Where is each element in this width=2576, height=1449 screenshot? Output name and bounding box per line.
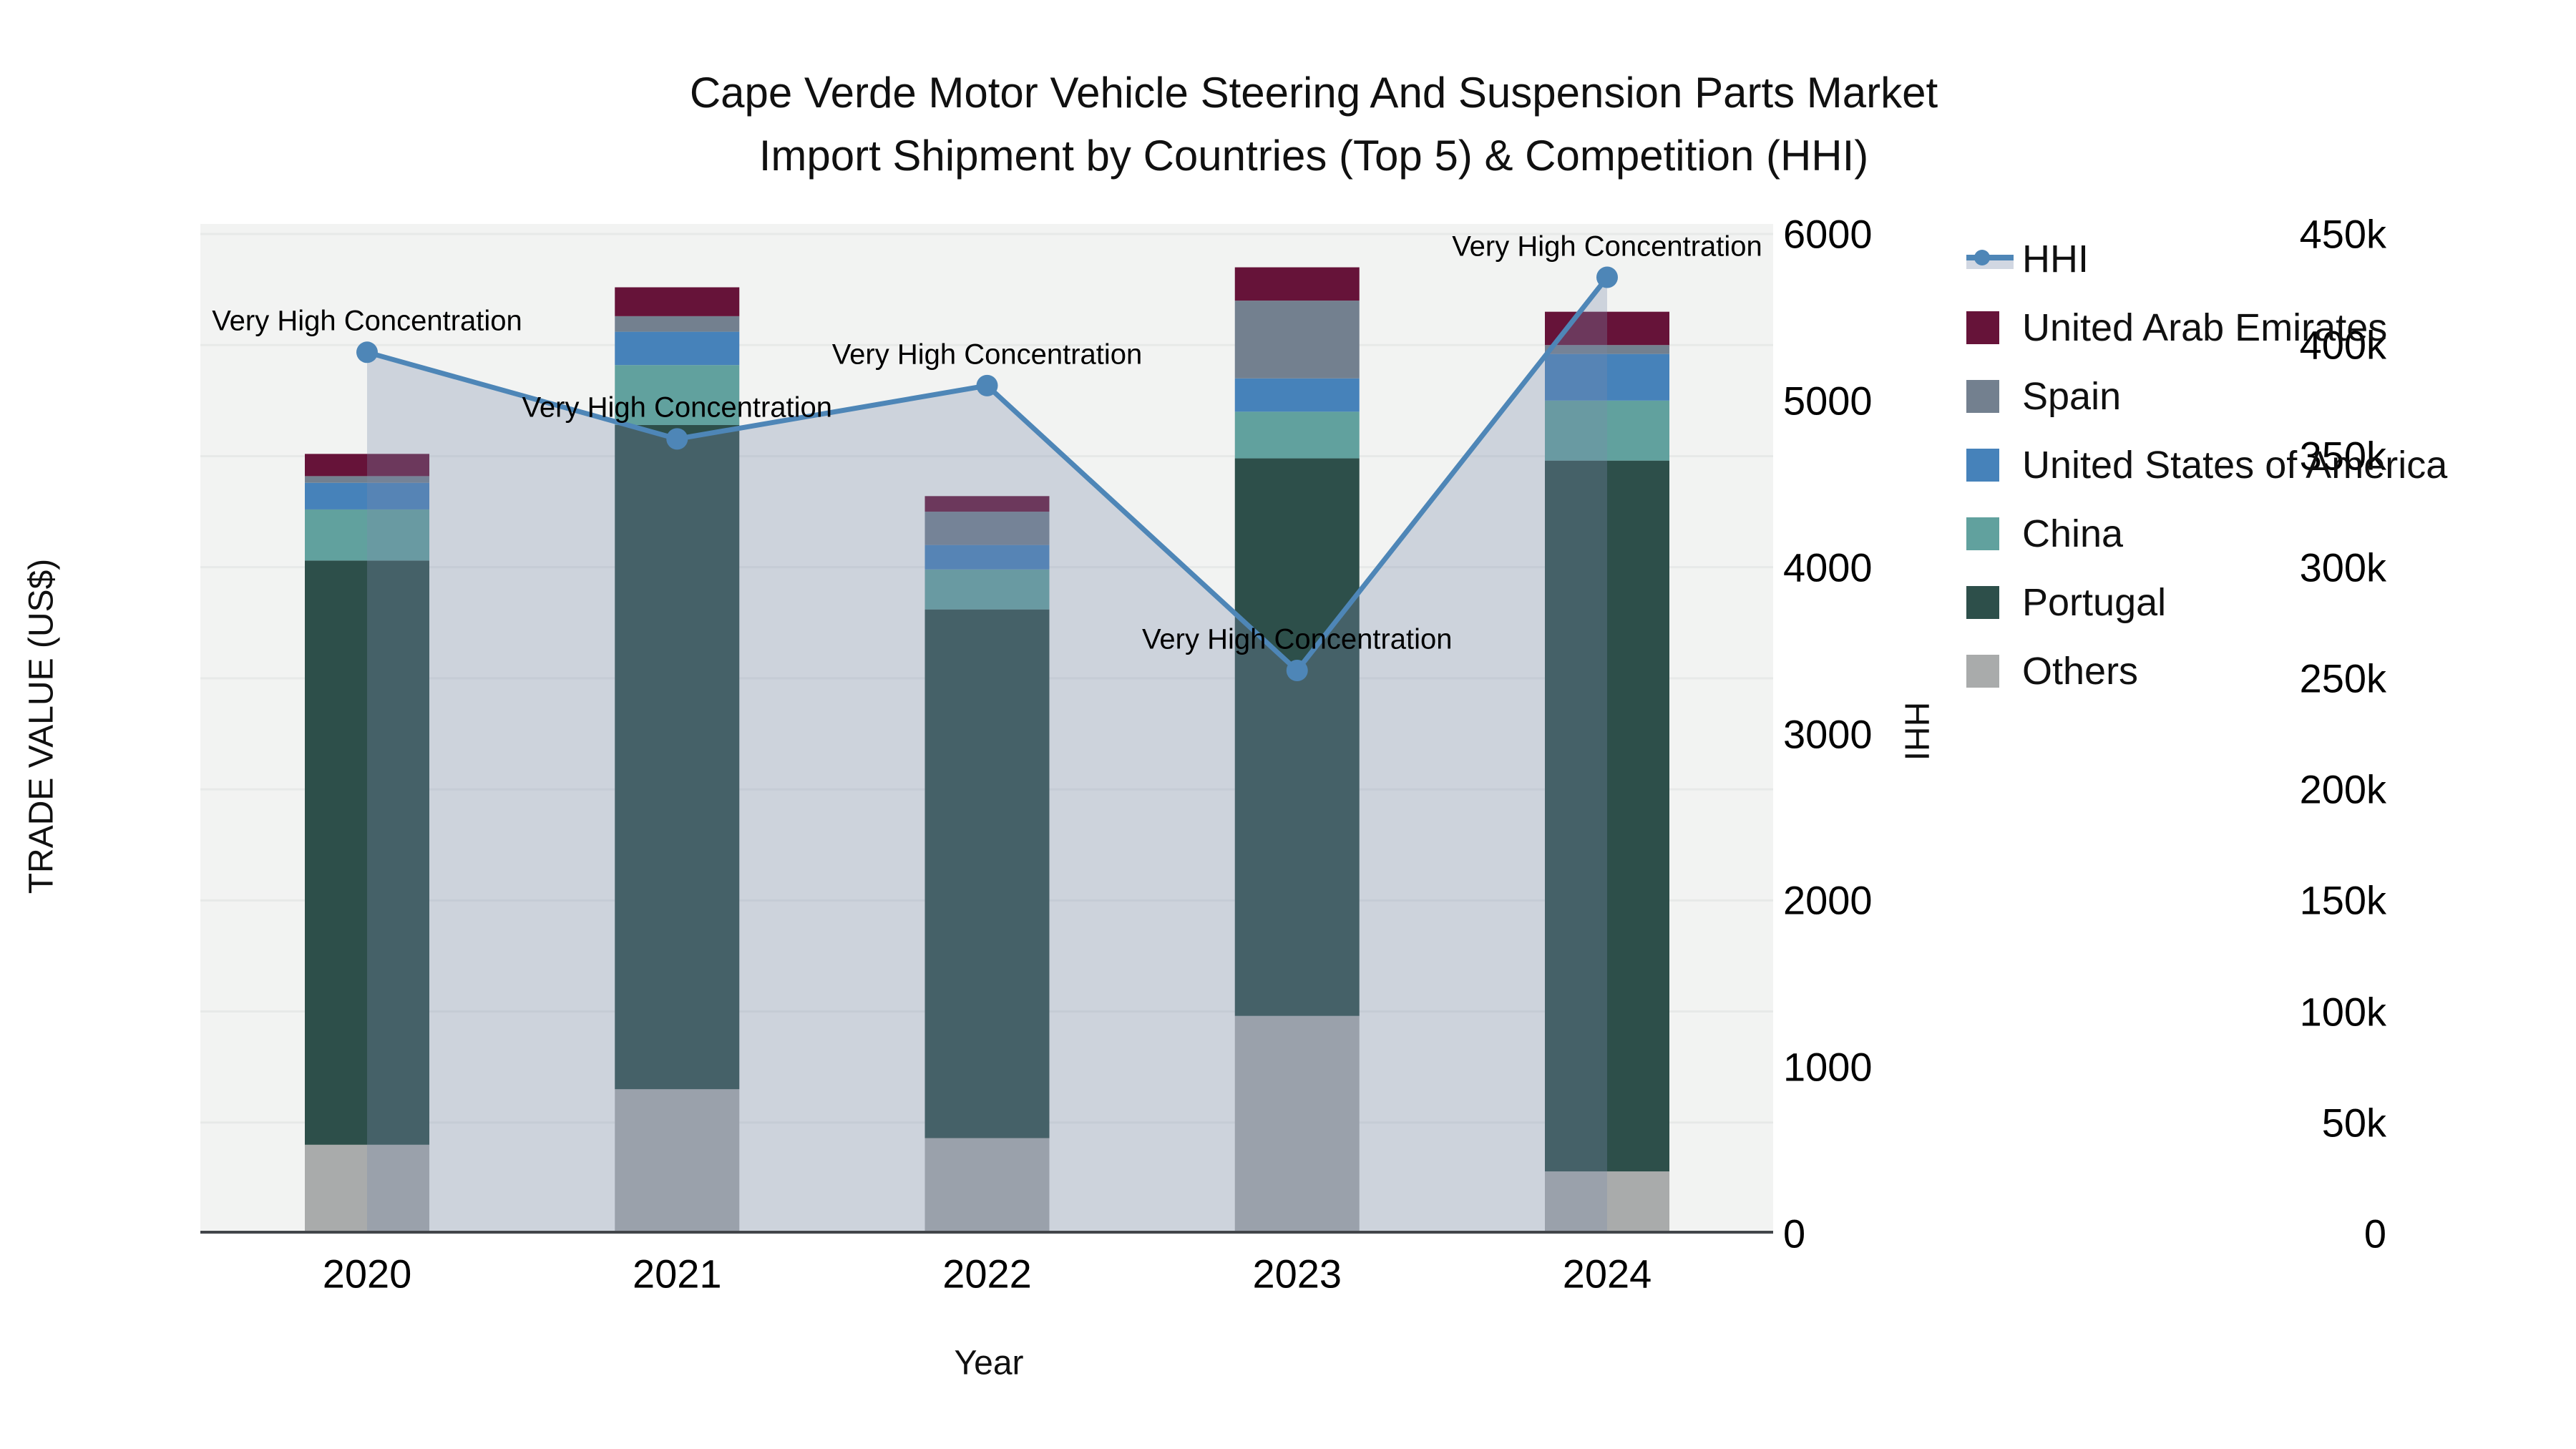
y-left-tick-250k: 250k	[2299, 655, 2386, 701]
legend-item-others[interactable]: Others	[1966, 648, 2447, 693]
x-axis-title: Year	[954, 1344, 1024, 1382]
legend-item-label: Portugal	[2022, 580, 2167, 624]
y-left-tick-100k: 100k	[2299, 989, 2386, 1035]
y-axis-title-left: TRADE VALUE (US$)	[22, 558, 61, 894]
y-left-tick-200k: 200k	[2299, 766, 2386, 812]
bar-segment-spain-2022[interactable]	[924, 512, 1050, 545]
bar-segment-united-states-of-america-2022[interactable]	[924, 545, 1050, 570]
annotation-2022: Very High Concentration	[831, 338, 1143, 371]
y-right-tick-5000: 5000	[1783, 378, 1873, 424]
bar-segment-china-2020[interactable]	[305, 509, 429, 561]
bar-segment-united-states-of-america-2021[interactable]	[615, 331, 740, 366]
y-left-tick-400k: 400k	[2299, 322, 2386, 368]
legend-item-label: China	[2022, 512, 2124, 555]
y-left-tick-150k: 150k	[2299, 877, 2386, 923]
bar-segment-spain-2020[interactable]	[305, 476, 429, 483]
bar-segment-others-2022[interactable]	[924, 1138, 1050, 1234]
y-right-tick-0: 0	[1783, 1211, 1806, 1257]
bar-segment-china-2021[interactable]	[615, 365, 740, 425]
bar-segment-china-2023[interactable]	[1234, 411, 1360, 459]
hhi-marker-2022[interactable]	[976, 374, 998, 396]
plot-area	[200, 224, 1773, 1234]
legend-swatch-icon	[1966, 654, 1999, 688]
annotation-2024: Very High Concentration	[1452, 230, 1762, 263]
chart-title-line1: Cape Verde Motor Vehicle Steering And Su…	[689, 69, 1938, 117]
bar-segment-united-states-of-america-2020[interactable]	[305, 482, 429, 509]
x-tick-2022: 2022	[942, 1251, 1032, 1297]
y-right-tick-3000: 3000	[1783, 711, 1873, 756]
x-tick-2023: 2023	[1252, 1251, 1342, 1297]
bar-segment-others-2023[interactable]	[1234, 1015, 1360, 1234]
legend-swatch-icon	[1966, 585, 1999, 619]
bar-segment-others-2021[interactable]	[615, 1089, 740, 1234]
bar-segment-others-2020[interactable]	[305, 1144, 429, 1234]
annotation-2021: Very High Concentration	[522, 391, 833, 424]
y-left-tick-0: 0	[2363, 1211, 2386, 1257]
x-tick-2024: 2024	[1562, 1251, 1652, 1297]
legend-item-label: HHI	[2022, 237, 2089, 280]
chart-title: Cape Verde Motor Vehicle Steering And Su…	[690, 62, 1938, 187]
hhi-marker-2020[interactable]	[356, 341, 378, 364]
y-right-tick-2000: 2000	[1783, 877, 1873, 923]
hhi-line-sample-icon	[1966, 250, 2014, 269]
bar-segment-united-arab-emirates-2023[interactable]	[1234, 267, 1360, 301]
bar-segment-portugal-2022[interactable]	[924, 609, 1050, 1138]
y-left-tick-450k: 450k	[2299, 211, 2386, 257]
bar-segment-portugal-2021[interactable]	[615, 424, 740, 1090]
legend-item-label: Spain	[2022, 374, 2122, 418]
legend-item-label: United States of America	[2022, 443, 2448, 487]
y-right-tick-1000: 1000	[1783, 1044, 1873, 1090]
legend-item-spain[interactable]: Spain	[1966, 374, 2447, 419]
bar-segment-united-states-of-america-2023[interactable]	[1234, 378, 1360, 412]
annotation-2020: Very High Concentration	[212, 305, 522, 337]
legend-item-china[interactable]: China	[1966, 511, 2447, 556]
hhi-marker-2024[interactable]	[1596, 266, 1618, 288]
bar-segment-china-2022[interactable]	[924, 569, 1050, 610]
bar-segment-united-states-of-america-2024[interactable]	[1545, 353, 1669, 401]
hhi-area-fill	[367, 277, 1607, 1234]
y-right-tick-4000: 4000	[1783, 545, 1873, 590]
legend-swatch-icon	[1966, 311, 1999, 344]
x-axis-line	[200, 1231, 1773, 1234]
legend-item-label: United Arab Emirates	[2022, 306, 2388, 349]
bar-segment-spain-2024[interactable]	[1545, 345, 1669, 354]
legend-swatch-icon	[1966, 517, 1999, 550]
bar-segment-portugal-2023[interactable]	[1234, 458, 1360, 1016]
legend-item-portugal[interactable]: Portugal	[1966, 580, 2447, 625]
chart-title-line2: Import Shipment by Countries (Top 5) & C…	[758, 132, 1869, 180]
y-left-tick-300k: 300k	[2299, 545, 2386, 590]
legend-swatch-icon	[1966, 379, 1999, 413]
bar-segment-portugal-2020[interactable]	[305, 560, 429, 1145]
annotation-2023: Very High Concentration	[1141, 623, 1453, 655]
legend-item-label: Others	[2022, 649, 2139, 693]
y-left-tick-50k: 50k	[2321, 1100, 2386, 1146]
x-tick-2021: 2021	[632, 1251, 722, 1297]
bar-segment-united-arab-emirates-2020[interactable]	[305, 454, 429, 477]
y-axis-title-right: HHI	[1897, 701, 1936, 761]
bar-segment-united-arab-emirates-2021[interactable]	[615, 287, 740, 316]
bar-segment-others-2024[interactable]	[1545, 1171, 1669, 1234]
y-right-tick-6000: 6000	[1783, 211, 1873, 257]
legend: HHI United Arab Emirates Spain United State…	[1966, 236, 2447, 693]
bar-segment-spain-2021[interactable]	[615, 316, 740, 332]
bar-segment-united-arab-emirates-2022[interactable]	[924, 496, 1050, 512]
bar-segment-spain-2023[interactable]	[1234, 301, 1360, 379]
legend-item-united-arab-emirates[interactable]: United Arab Emirates	[1966, 305, 2447, 350]
bar-segment-china-2024[interactable]	[1545, 400, 1669, 461]
legend-item-united-states-of-america[interactable]: United States of America	[1966, 442, 2447, 487]
hhi-marker-2021[interactable]	[666, 428, 688, 450]
y-left-tick-350k: 350k	[2299, 433, 2386, 479]
bar-segment-portugal-2024[interactable]	[1545, 460, 1669, 1172]
legend-swatch-icon	[1966, 448, 1999, 482]
x-tick-2020: 2020	[322, 1251, 412, 1297]
hhi-marker-2023[interactable]	[1286, 660, 1308, 682]
legend-item-hhi[interactable]: HHI	[1966, 236, 2447, 281]
